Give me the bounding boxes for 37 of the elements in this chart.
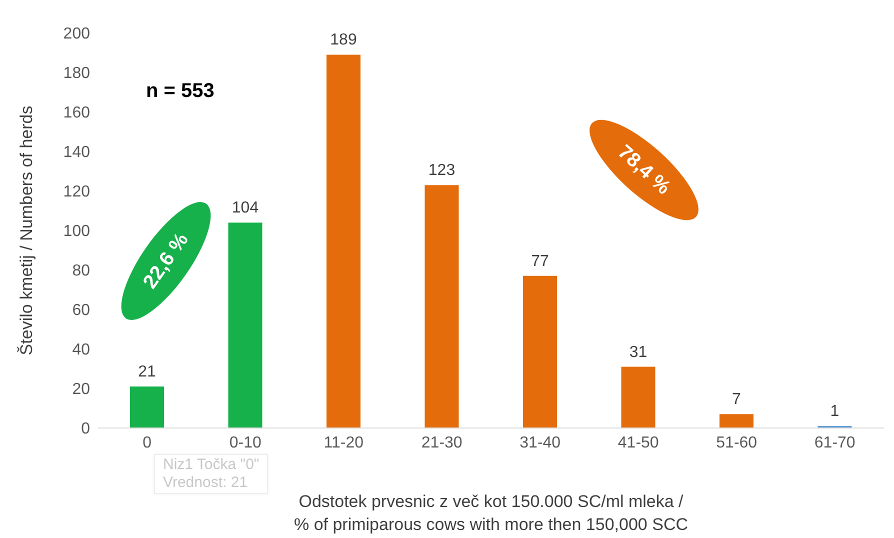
y-tick-label: 60 bbox=[72, 302, 90, 320]
x-tick-label: 31-40 bbox=[520, 434, 561, 452]
y-tick-label: 80 bbox=[72, 262, 90, 280]
x-tick-label: 0 bbox=[142, 434, 152, 452]
bar bbox=[326, 54, 360, 428]
data-label: 7 bbox=[732, 391, 742, 408]
data-label: 104 bbox=[232, 200, 259, 217]
bar bbox=[228, 222, 262, 428]
y-tick-label: 140 bbox=[63, 144, 90, 162]
y-tick-label: 120 bbox=[63, 184, 90, 201]
y-tick-label: 160 bbox=[63, 104, 90, 122]
x-tick-label: 0-10 bbox=[229, 434, 262, 452]
y-tick-label: 180 bbox=[63, 65, 90, 82]
x-tick-label: 21-30 bbox=[421, 434, 462, 452]
annotation: n = 553 bbox=[146, 80, 214, 103]
data-label: 31 bbox=[629, 344, 648, 361]
data-label: 189 bbox=[330, 32, 357, 49]
x-axis-title: Odstotek prvesnic z več kot 150.000 SC/ml mleka / % of primiparous cows with more then 150,000 SCC bbox=[292, 491, 689, 536]
x-tick-label: 41-50 bbox=[618, 434, 659, 452]
bar bbox=[621, 366, 656, 428]
data-label: 1 bbox=[830, 403, 840, 420]
data-label: 77 bbox=[531, 252, 549, 270]
bar bbox=[523, 276, 557, 428]
bar bbox=[130, 386, 164, 428]
y-tick-label: 40 bbox=[72, 342, 90, 359]
y-tick-label: 200 bbox=[63, 26, 90, 43]
bar bbox=[424, 185, 459, 428]
x-tick-label: 11-20 bbox=[324, 434, 364, 452]
x-tick-label: 61-70 bbox=[814, 434, 856, 452]
x-tick-label: 51-60 bbox=[716, 434, 758, 452]
y-tick-label: 20 bbox=[72, 381, 90, 398]
data-label: 21 bbox=[138, 364, 156, 381]
y-tick-label: 100 bbox=[63, 223, 90, 240]
y-axis-title: Število kmetij / Numbers of herds bbox=[17, 106, 36, 356]
bar bbox=[720, 414, 754, 428]
data-label: 123 bbox=[428, 162, 456, 180]
y-tick-label: 0 bbox=[81, 420, 90, 438]
